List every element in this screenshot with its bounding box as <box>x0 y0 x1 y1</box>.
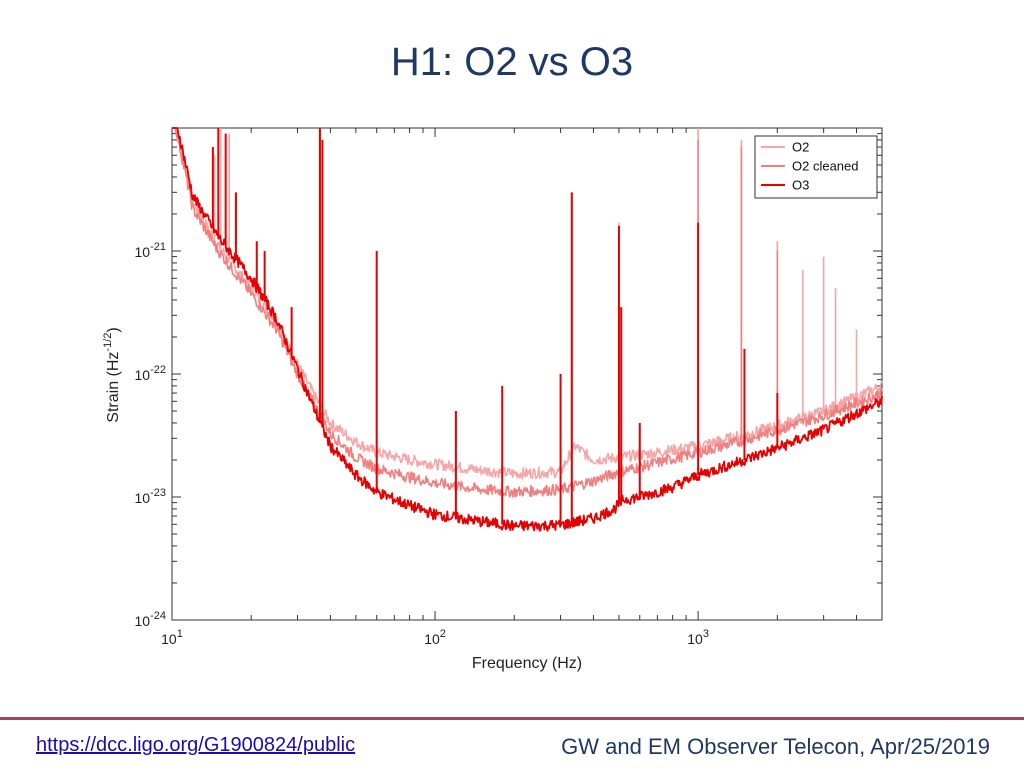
series-lines <box>171 127 883 532</box>
footer-divider <box>0 717 1024 720</box>
series-curve <box>171 127 883 532</box>
legend-label: O2 cleaned <box>792 159 859 174</box>
x-tick-label: 102 <box>424 628 446 647</box>
y-tick-label: 10-21 <box>135 241 166 260</box>
strain-chart: 101 102 103 10-24 10-23 10-22 10-21 Frequency … <box>102 127 883 672</box>
footer-note: GW and EM Observer Telecon, Apr/25/2019 <box>561 734 990 759</box>
axes-frame <box>171 127 883 621</box>
y-tick-label: 10-24 <box>135 610 166 629</box>
series-curve <box>172 127 883 498</box>
x-axis-label: Frequency (Hz) <box>472 655 582 672</box>
y-tick-label: 10-22 <box>135 364 166 383</box>
series-o3 <box>171 127 883 532</box>
slide-title: H1: O2 vs O3 <box>390 40 634 84</box>
legend-label: O2 <box>792 140 809 155</box>
legend: O2 O2 cleaned O3 <box>754 135 878 199</box>
plot-area <box>171 127 883 621</box>
x-tick-label: 101 <box>161 628 183 647</box>
legend-label: O3 <box>792 178 809 193</box>
y-tick-label: 10-23 <box>135 487 166 506</box>
footer-link[interactable]: https://dcc.ligo.org/G1900824/public <box>36 734 356 756</box>
x-tick-label: 103 <box>687 628 709 647</box>
tick-labels: 101 102 103 10-24 10-23 10-22 10-21 <box>135 241 709 647</box>
y-axis-label: Strain (Hz-1/2) <box>102 327 122 422</box>
